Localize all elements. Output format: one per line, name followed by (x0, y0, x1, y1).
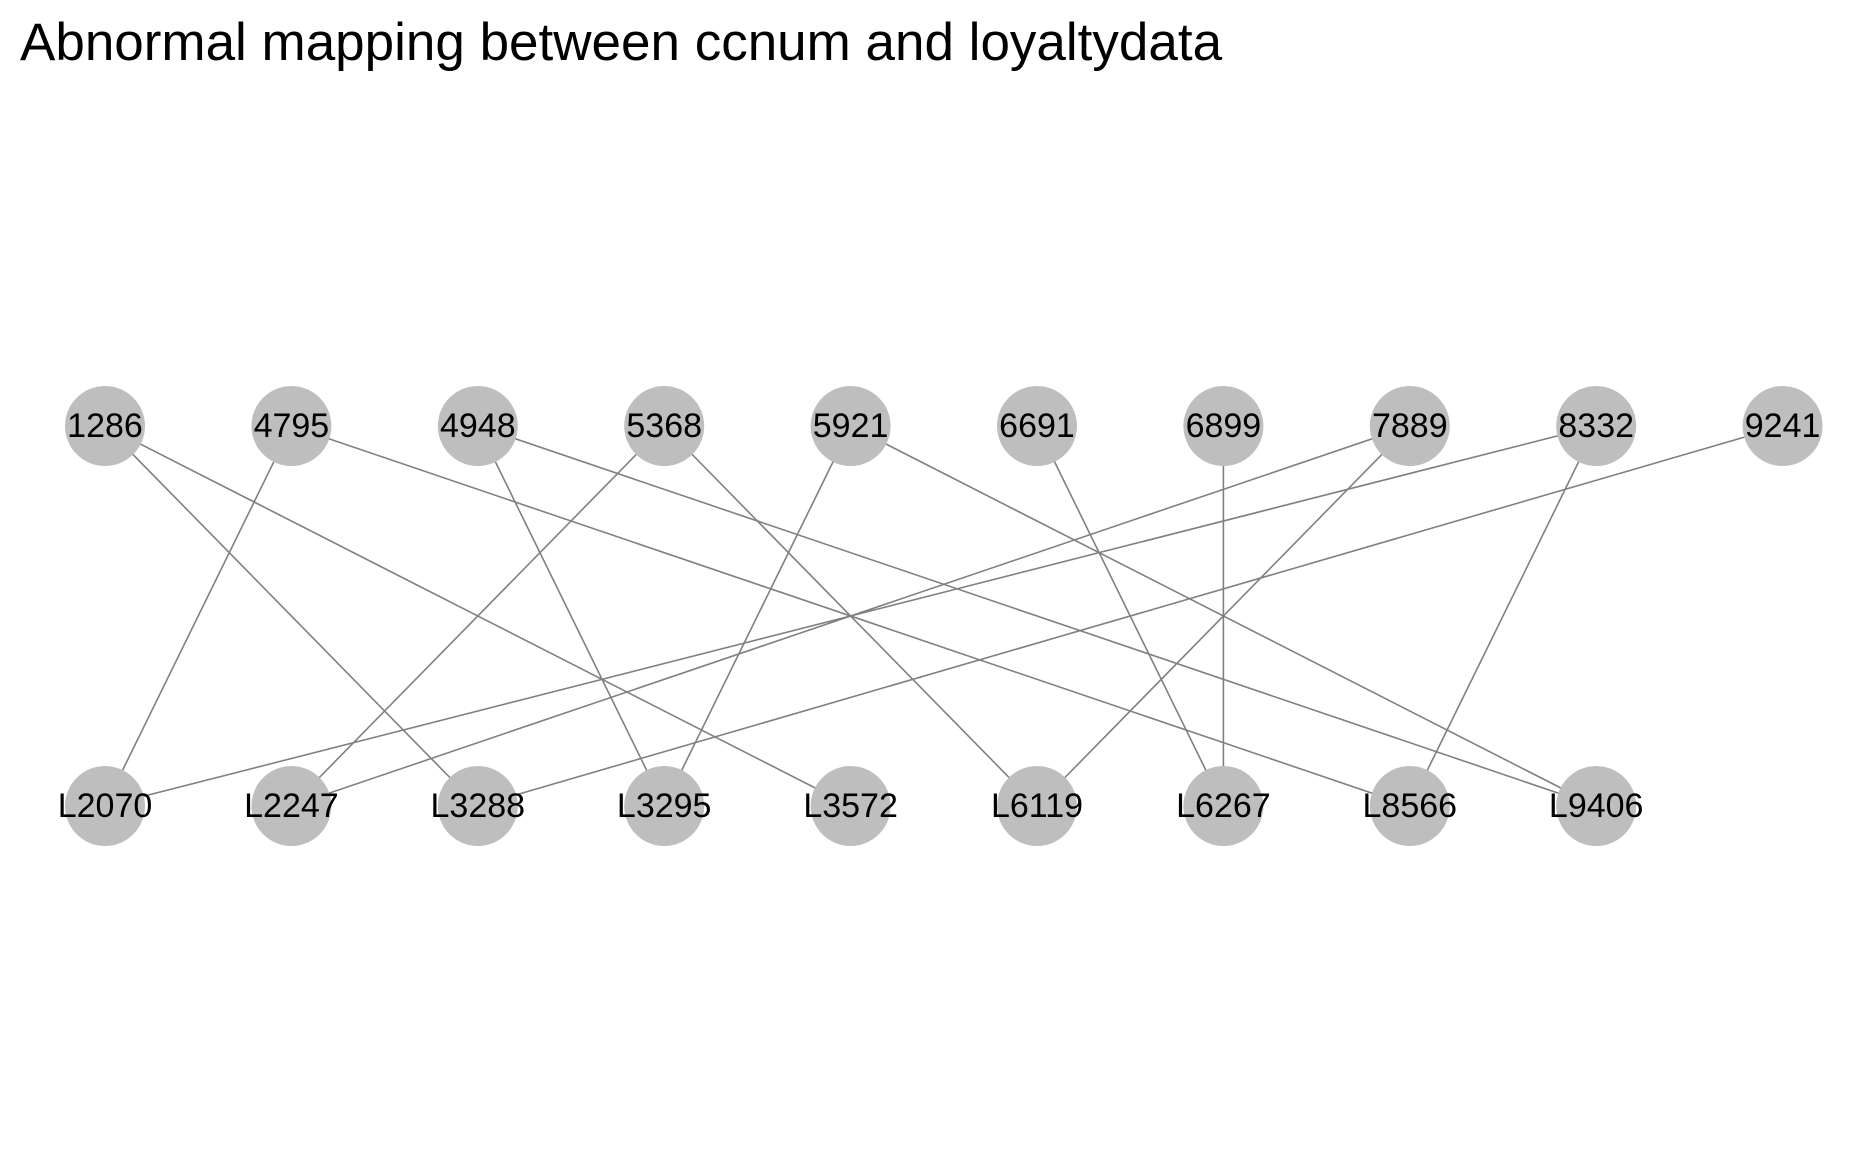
loyalty-node-L8566: L8566 (1363, 766, 1458, 846)
loyalty-node-L9406: L9406 (1549, 766, 1644, 846)
loyalty-node-L3572: L3572 (803, 766, 898, 846)
node-circle (251, 386, 332, 466)
node-circle (437, 766, 518, 846)
node-circle (437, 386, 518, 466)
node-label: 4795 (254, 407, 330, 445)
edge-8332-L8566 (1409, 425, 1597, 807)
node-label: L2247 (244, 787, 339, 825)
ccnum-node-8332: 8332 (1556, 386, 1637, 466)
node-circle (997, 386, 1077, 466)
node-label: L9406 (1549, 787, 1644, 825)
edge-9241-L3288 (477, 425, 1783, 807)
edge-5921-L3295 (663, 425, 852, 807)
loyalty-node-L3295: L3295 (617, 766, 712, 846)
edge-4948-L9406 (477, 425, 1597, 807)
node-circle (624, 766, 705, 846)
ccnum-node-5368: 5368 (624, 386, 705, 466)
ccnum-node-6691: 6691 (997, 386, 1077, 466)
node-label: L6119 (991, 787, 1083, 825)
node-label: 6691 (999, 407, 1075, 445)
loyalty-node-L3288: L3288 (431, 766, 526, 846)
node-label: 1286 (67, 407, 143, 445)
loyalty-node-L2070: L2070 (58, 766, 153, 846)
node-label: L2070 (58, 787, 153, 825)
node-label: 9241 (1745, 407, 1821, 445)
node-circle (810, 386, 891, 466)
ccnum-node-9241: 9241 (1742, 386, 1823, 466)
edge-4948-L3295 (477, 425, 665, 807)
ccnum-node-5921: 5921 (810, 386, 891, 466)
node-label: 4948 (440, 407, 516, 445)
edge-5368-L2247 (290, 425, 665, 807)
node-label: 8332 (1558, 407, 1634, 445)
node-circle (1183, 766, 1264, 846)
node-circle (1742, 386, 1823, 466)
node-circle (251, 766, 332, 846)
node-label: 6899 (1186, 407, 1262, 445)
node-circle (1183, 386, 1264, 466)
node-circle (65, 766, 145, 846)
node-label: 5368 (626, 407, 702, 445)
loyalty-node-L6267: L6267 (1176, 766, 1271, 846)
edge-8332-L2070 (104, 425, 1597, 807)
edge-1286-L3288 (104, 425, 479, 807)
loyalty-node-L2247: L2247 (244, 766, 339, 846)
node-circle (65, 386, 145, 466)
node-circle (1556, 386, 1637, 466)
ccnum-node-1286: 1286 (65, 386, 145, 466)
node-circle (1369, 386, 1450, 466)
loyalty-node-L6119: L6119 (991, 766, 1083, 846)
ccnum-node-7889: 7889 (1369, 386, 1450, 466)
chart-title: Abnormal mapping between ccnum and loyal… (20, 13, 1223, 72)
edges-layer (104, 425, 1783, 807)
ccnum-node-6899: 6899 (1183, 386, 1264, 466)
edge-4795-L2070 (104, 425, 293, 807)
node-label: 7889 (1372, 407, 1448, 445)
node-label: 5921 (813, 407, 889, 445)
node-circle (997, 766, 1077, 846)
node-label: L8566 (1363, 787, 1458, 825)
ccnum-node-4795: 4795 (251, 386, 332, 466)
node-circle (1556, 766, 1637, 846)
nodes-layer: 1286 4795 4948 5368 5921 6691 6899 7889 8332 9241… (58, 386, 1823, 846)
node-label: L3288 (431, 787, 526, 825)
node-circle (624, 386, 705, 466)
node-label: L6267 (1176, 787, 1271, 825)
ccnum-node-4948: 4948 (437, 386, 518, 466)
node-circle (810, 766, 891, 846)
node-circle (1369, 766, 1450, 846)
node-label: L3295 (617, 787, 712, 825)
node-label: L3572 (803, 787, 898, 825)
